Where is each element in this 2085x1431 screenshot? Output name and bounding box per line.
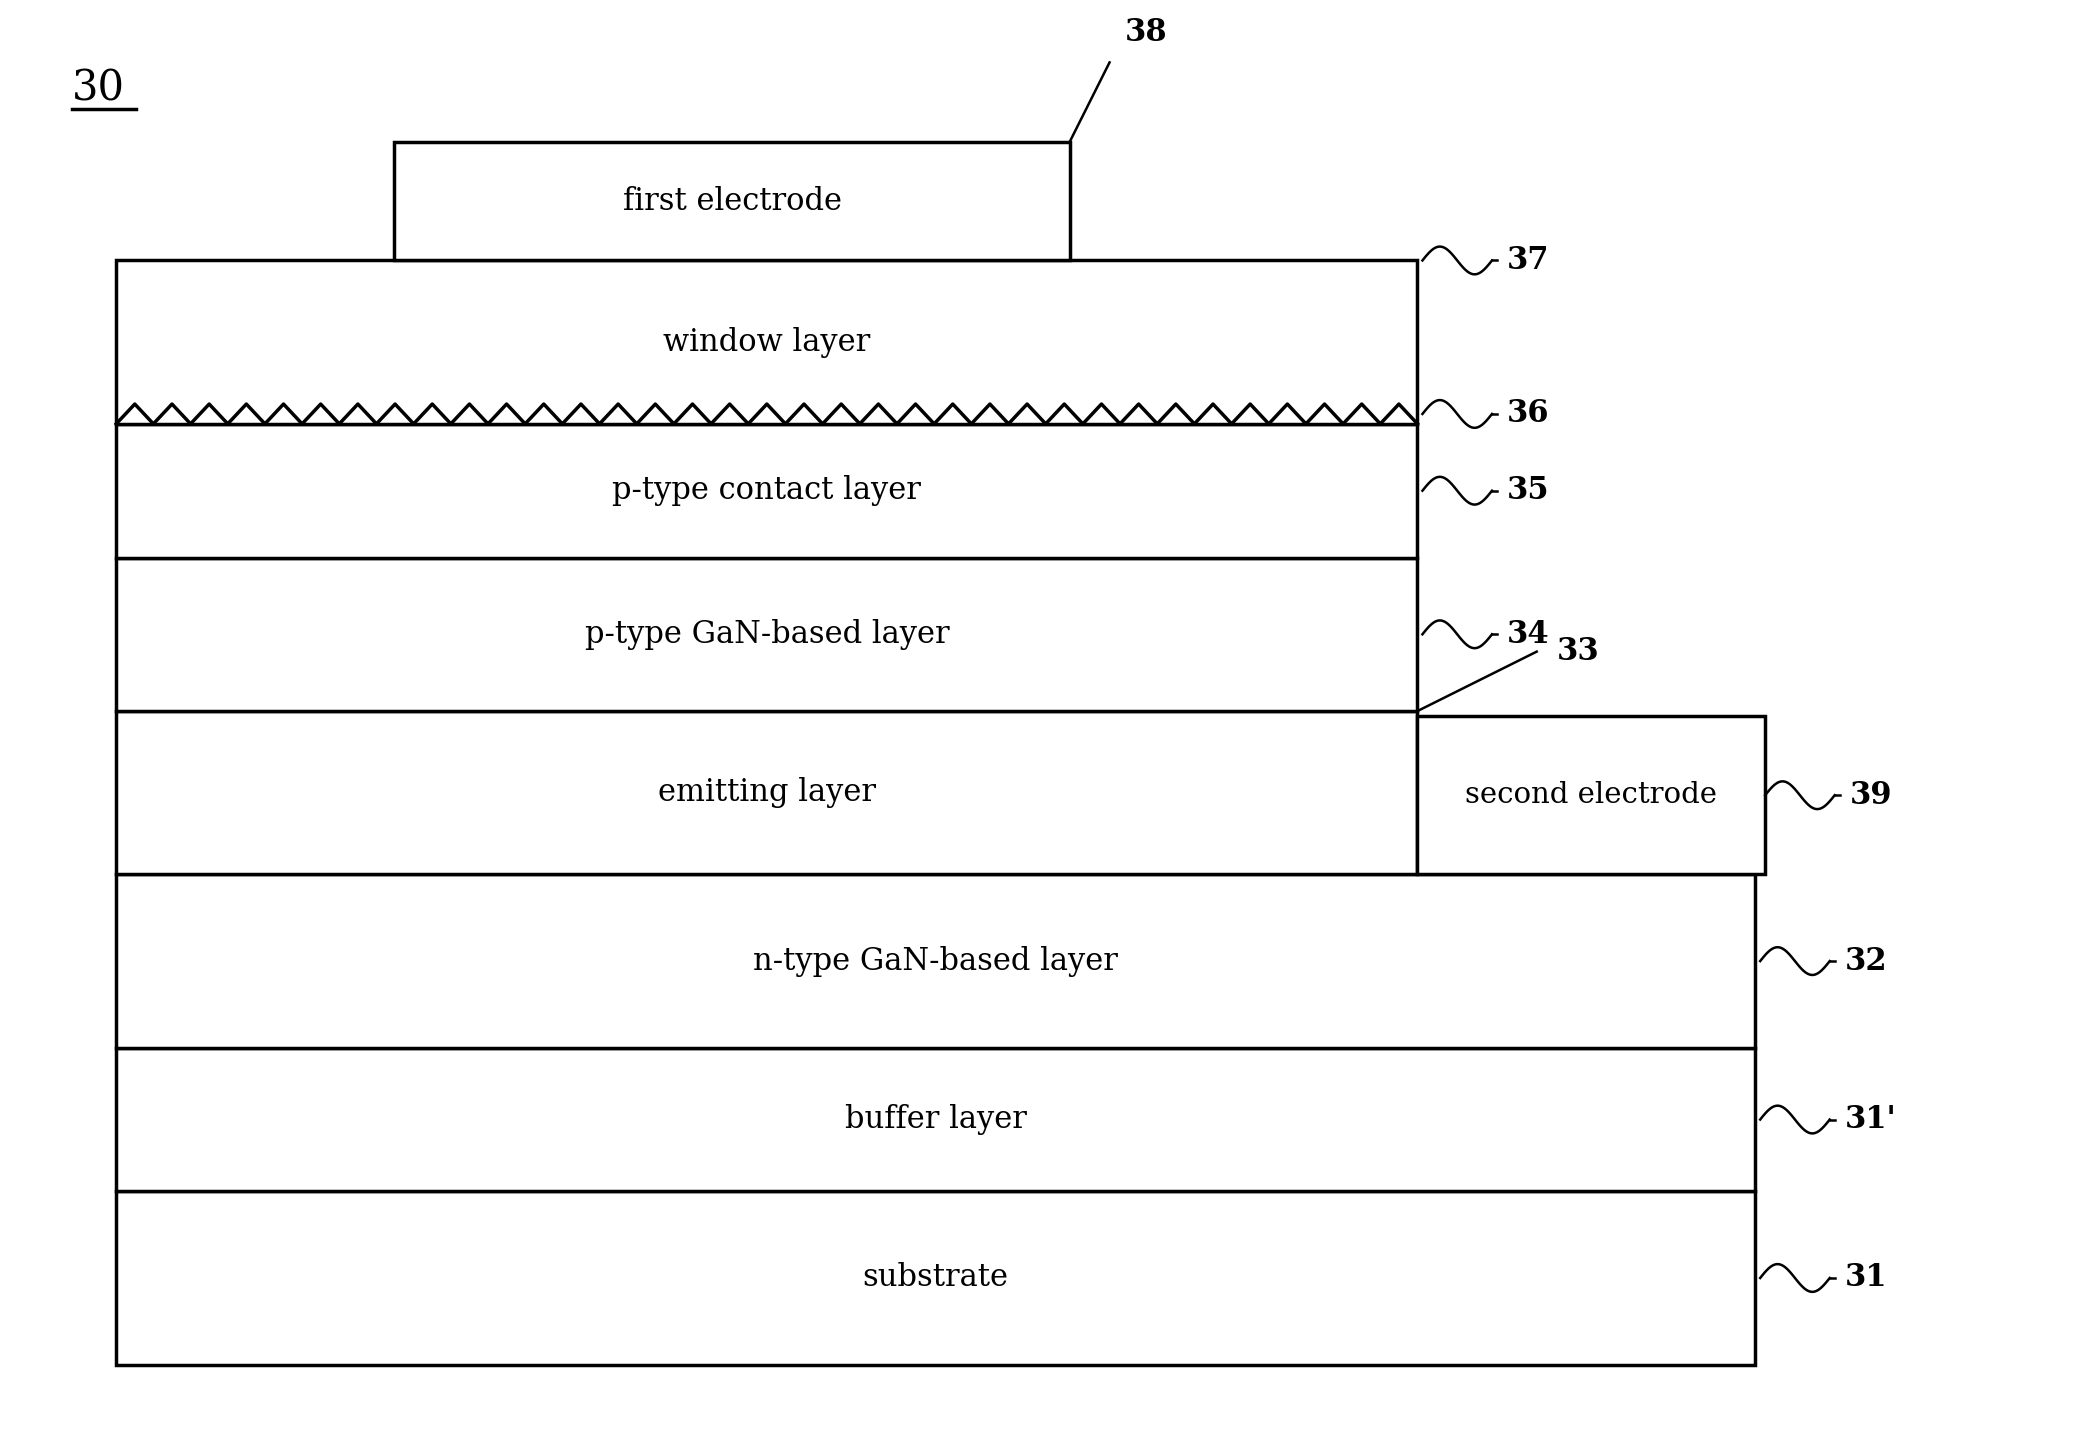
Text: 31': 31' — [1845, 1105, 1897, 1135]
Text: 37: 37 — [1507, 245, 1549, 276]
Text: 36: 36 — [1507, 398, 1549, 429]
Bar — [117, 1192, 1756, 1365]
Text: second electrode: second electrode — [1466, 781, 1718, 809]
Text: n-type GaN-based layer: n-type GaN-based layer — [753, 946, 1118, 976]
Bar — [117, 874, 1756, 1047]
Bar — [117, 424, 1418, 558]
Text: 39: 39 — [1849, 780, 1891, 811]
Text: 35: 35 — [1507, 475, 1549, 507]
Bar — [1418, 716, 1766, 874]
Text: 34: 34 — [1507, 618, 1549, 650]
Text: buffer layer: buffer layer — [844, 1105, 1026, 1135]
Bar — [117, 1047, 1756, 1192]
Text: 30: 30 — [71, 67, 125, 109]
Bar — [117, 260, 1418, 424]
Text: window layer: window layer — [663, 326, 869, 358]
Text: 38: 38 — [1124, 17, 1168, 47]
Text: 33: 33 — [1557, 637, 1599, 667]
Text: emitting layer: emitting layer — [659, 777, 876, 809]
Text: p-type contact layer: p-type contact layer — [613, 475, 922, 507]
Bar — [117, 711, 1418, 874]
Text: first electrode: first electrode — [623, 186, 842, 216]
Text: substrate: substrate — [863, 1262, 1009, 1294]
Text: 32: 32 — [1845, 946, 1887, 976]
Text: p-type GaN-based layer: p-type GaN-based layer — [584, 618, 949, 650]
Text: 31: 31 — [1845, 1262, 1887, 1294]
Bar — [117, 558, 1418, 711]
Bar — [394, 142, 1070, 260]
